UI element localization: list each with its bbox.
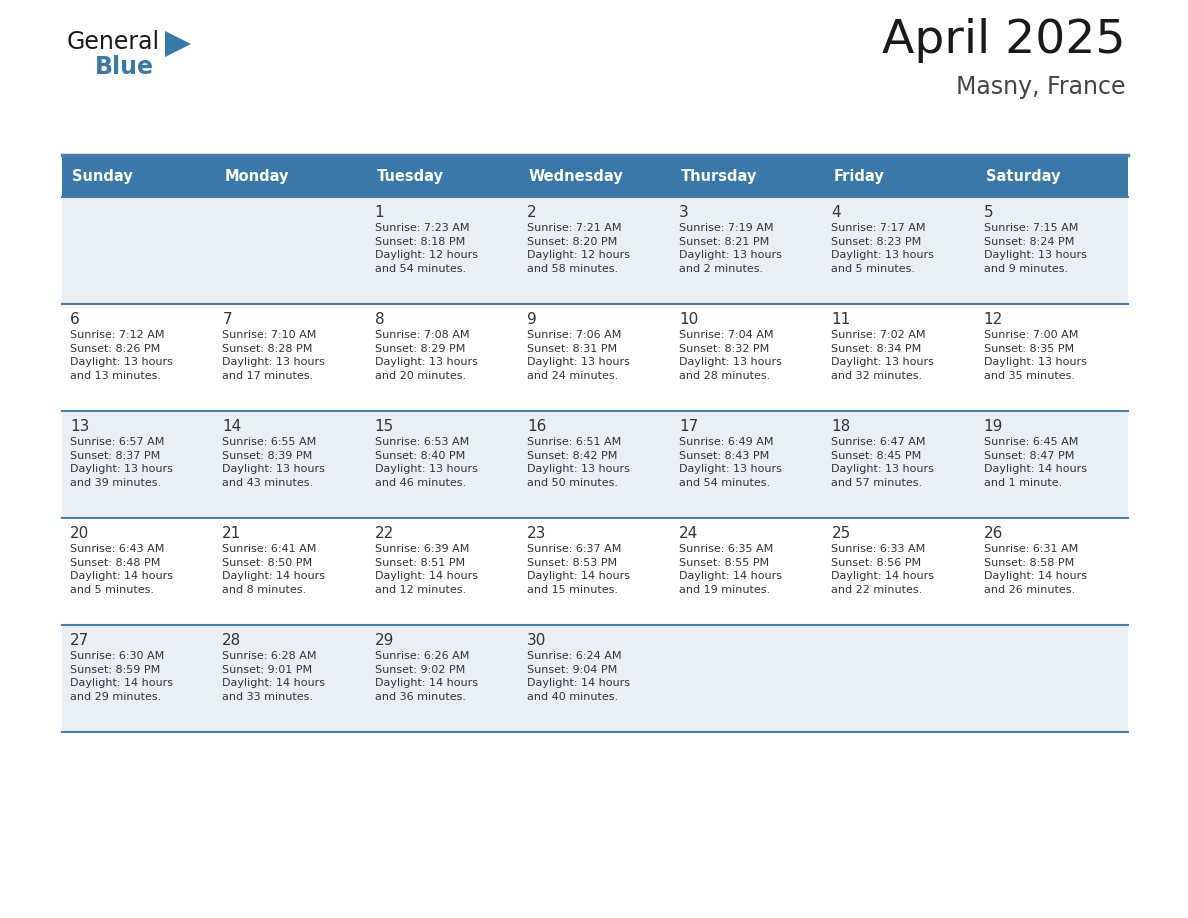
Text: Sunrise: 7:08 AM
Sunset: 8:29 PM
Daylight: 13 hours
and 20 minutes.: Sunrise: 7:08 AM Sunset: 8:29 PM Dayligh… — [374, 330, 478, 381]
Text: 26: 26 — [984, 526, 1003, 541]
Text: 30: 30 — [526, 633, 546, 648]
Text: 8: 8 — [374, 312, 384, 327]
Text: Sunrise: 6:45 AM
Sunset: 8:47 PM
Daylight: 14 hours
and 1 minute.: Sunrise: 6:45 AM Sunset: 8:47 PM Dayligh… — [984, 437, 1087, 487]
Text: Thursday: Thursday — [681, 169, 758, 184]
Text: 13: 13 — [70, 419, 89, 434]
Text: 2: 2 — [526, 205, 537, 220]
Text: Masny, France: Masny, France — [956, 75, 1126, 99]
Text: Sunrise: 6:28 AM
Sunset: 9:01 PM
Daylight: 14 hours
and 33 minutes.: Sunrise: 6:28 AM Sunset: 9:01 PM Dayligh… — [222, 651, 326, 701]
Text: 11: 11 — [832, 312, 851, 327]
Text: Sunrise: 6:51 AM
Sunset: 8:42 PM
Daylight: 13 hours
and 50 minutes.: Sunrise: 6:51 AM Sunset: 8:42 PM Dayligh… — [526, 437, 630, 487]
Bar — [367, 155, 519, 197]
Text: Sunrise: 7:12 AM
Sunset: 8:26 PM
Daylight: 13 hours
and 13 minutes.: Sunrise: 7:12 AM Sunset: 8:26 PM Dayligh… — [70, 330, 173, 381]
Text: Sunrise: 6:30 AM
Sunset: 8:59 PM
Daylight: 14 hours
and 29 minutes.: Sunrise: 6:30 AM Sunset: 8:59 PM Dayligh… — [70, 651, 173, 701]
Text: 24: 24 — [680, 526, 699, 541]
Bar — [62, 518, 1127, 625]
Text: Monday: Monday — [225, 169, 289, 184]
Bar — [823, 155, 975, 197]
Text: Sunrise: 6:41 AM
Sunset: 8:50 PM
Daylight: 14 hours
and 8 minutes.: Sunrise: 6:41 AM Sunset: 8:50 PM Dayligh… — [222, 544, 326, 595]
Text: Sunrise: 7:02 AM
Sunset: 8:34 PM
Daylight: 13 hours
and 32 minutes.: Sunrise: 7:02 AM Sunset: 8:34 PM Dayligh… — [832, 330, 934, 381]
Text: 19: 19 — [984, 419, 1003, 434]
Text: Sunrise: 6:37 AM
Sunset: 8:53 PM
Daylight: 14 hours
and 15 minutes.: Sunrise: 6:37 AM Sunset: 8:53 PM Dayligh… — [526, 544, 630, 595]
Polygon shape — [165, 31, 191, 57]
Text: Sunrise: 6:53 AM
Sunset: 8:40 PM
Daylight: 13 hours
and 46 minutes.: Sunrise: 6:53 AM Sunset: 8:40 PM Dayligh… — [374, 437, 478, 487]
Text: 28: 28 — [222, 633, 241, 648]
Text: 10: 10 — [680, 312, 699, 327]
Bar — [62, 411, 1127, 518]
Text: 18: 18 — [832, 419, 851, 434]
Text: Sunrise: 6:47 AM
Sunset: 8:45 PM
Daylight: 13 hours
and 57 minutes.: Sunrise: 6:47 AM Sunset: 8:45 PM Dayligh… — [832, 437, 934, 487]
Text: Sunrise: 7:15 AM
Sunset: 8:24 PM
Daylight: 13 hours
and 9 minutes.: Sunrise: 7:15 AM Sunset: 8:24 PM Dayligh… — [984, 223, 1087, 274]
Text: 17: 17 — [680, 419, 699, 434]
Text: Sunrise: 7:23 AM
Sunset: 8:18 PM
Daylight: 12 hours
and 54 minutes.: Sunrise: 7:23 AM Sunset: 8:18 PM Dayligh… — [374, 223, 478, 274]
Text: 16: 16 — [526, 419, 546, 434]
Text: 6: 6 — [70, 312, 80, 327]
Text: Sunrise: 6:35 AM
Sunset: 8:55 PM
Daylight: 14 hours
and 19 minutes.: Sunrise: 6:35 AM Sunset: 8:55 PM Dayligh… — [680, 544, 782, 595]
Text: Sunrise: 7:10 AM
Sunset: 8:28 PM
Daylight: 13 hours
and 17 minutes.: Sunrise: 7:10 AM Sunset: 8:28 PM Dayligh… — [222, 330, 326, 381]
Text: Friday: Friday — [834, 169, 884, 184]
Text: Sunrise: 7:19 AM
Sunset: 8:21 PM
Daylight: 13 hours
and 2 minutes.: Sunrise: 7:19 AM Sunset: 8:21 PM Dayligh… — [680, 223, 782, 274]
Text: Sunrise: 6:55 AM
Sunset: 8:39 PM
Daylight: 13 hours
and 43 minutes.: Sunrise: 6:55 AM Sunset: 8:39 PM Dayligh… — [222, 437, 326, 487]
Text: 14: 14 — [222, 419, 241, 434]
Bar — [975, 155, 1127, 197]
Text: General: General — [67, 30, 160, 54]
Text: Sunrise: 7:04 AM
Sunset: 8:32 PM
Daylight: 13 hours
and 28 minutes.: Sunrise: 7:04 AM Sunset: 8:32 PM Dayligh… — [680, 330, 782, 381]
Text: Sunrise: 6:39 AM
Sunset: 8:51 PM
Daylight: 14 hours
and 12 minutes.: Sunrise: 6:39 AM Sunset: 8:51 PM Dayligh… — [374, 544, 478, 595]
Text: Sunrise: 6:26 AM
Sunset: 9:02 PM
Daylight: 14 hours
and 36 minutes.: Sunrise: 6:26 AM Sunset: 9:02 PM Dayligh… — [374, 651, 478, 701]
Text: 4: 4 — [832, 205, 841, 220]
Text: Saturday: Saturday — [986, 169, 1060, 184]
Text: 7: 7 — [222, 312, 232, 327]
Text: Sunrise: 6:49 AM
Sunset: 8:43 PM
Daylight: 13 hours
and 54 minutes.: Sunrise: 6:49 AM Sunset: 8:43 PM Dayligh… — [680, 437, 782, 487]
Text: Sunrise: 6:57 AM
Sunset: 8:37 PM
Daylight: 13 hours
and 39 minutes.: Sunrise: 6:57 AM Sunset: 8:37 PM Dayligh… — [70, 437, 173, 487]
Text: 5: 5 — [984, 205, 993, 220]
Text: 23: 23 — [526, 526, 546, 541]
Text: 1: 1 — [374, 205, 384, 220]
Text: 20: 20 — [70, 526, 89, 541]
Text: 3: 3 — [680, 205, 689, 220]
Text: Sunrise: 6:43 AM
Sunset: 8:48 PM
Daylight: 14 hours
and 5 minutes.: Sunrise: 6:43 AM Sunset: 8:48 PM Dayligh… — [70, 544, 173, 595]
Text: Sunrise: 7:00 AM
Sunset: 8:35 PM
Daylight: 13 hours
and 35 minutes.: Sunrise: 7:00 AM Sunset: 8:35 PM Dayligh… — [984, 330, 1087, 381]
Bar — [671, 155, 823, 197]
Bar — [62, 625, 1127, 732]
Text: 9: 9 — [526, 312, 537, 327]
Text: 27: 27 — [70, 633, 89, 648]
Text: Sunrise: 6:31 AM
Sunset: 8:58 PM
Daylight: 14 hours
and 26 minutes.: Sunrise: 6:31 AM Sunset: 8:58 PM Dayligh… — [984, 544, 1087, 595]
Bar — [519, 155, 671, 197]
Text: 25: 25 — [832, 526, 851, 541]
Text: April 2025: April 2025 — [883, 18, 1126, 63]
Bar — [62, 197, 1127, 304]
Text: Sunrise: 7:06 AM
Sunset: 8:31 PM
Daylight: 13 hours
and 24 minutes.: Sunrise: 7:06 AM Sunset: 8:31 PM Dayligh… — [526, 330, 630, 381]
Text: Sunrise: 7:17 AM
Sunset: 8:23 PM
Daylight: 13 hours
and 5 minutes.: Sunrise: 7:17 AM Sunset: 8:23 PM Dayligh… — [832, 223, 934, 274]
Text: Sunday: Sunday — [72, 169, 133, 184]
Bar — [214, 155, 367, 197]
Text: 12: 12 — [984, 312, 1003, 327]
Text: 29: 29 — [374, 633, 394, 648]
Text: 21: 21 — [222, 526, 241, 541]
Text: Sunrise: 6:24 AM
Sunset: 9:04 PM
Daylight: 14 hours
and 40 minutes.: Sunrise: 6:24 AM Sunset: 9:04 PM Dayligh… — [526, 651, 630, 701]
Text: Sunrise: 6:33 AM
Sunset: 8:56 PM
Daylight: 14 hours
and 22 minutes.: Sunrise: 6:33 AM Sunset: 8:56 PM Dayligh… — [832, 544, 935, 595]
Text: Wednesday: Wednesday — [529, 169, 624, 184]
Text: Sunrise: 7:21 AM
Sunset: 8:20 PM
Daylight: 12 hours
and 58 minutes.: Sunrise: 7:21 AM Sunset: 8:20 PM Dayligh… — [526, 223, 630, 274]
Text: 15: 15 — [374, 419, 393, 434]
Text: Blue: Blue — [95, 55, 154, 79]
Text: 22: 22 — [374, 526, 393, 541]
Bar — [62, 155, 214, 197]
Bar — [62, 304, 1127, 411]
Text: Tuesday: Tuesday — [377, 169, 443, 184]
